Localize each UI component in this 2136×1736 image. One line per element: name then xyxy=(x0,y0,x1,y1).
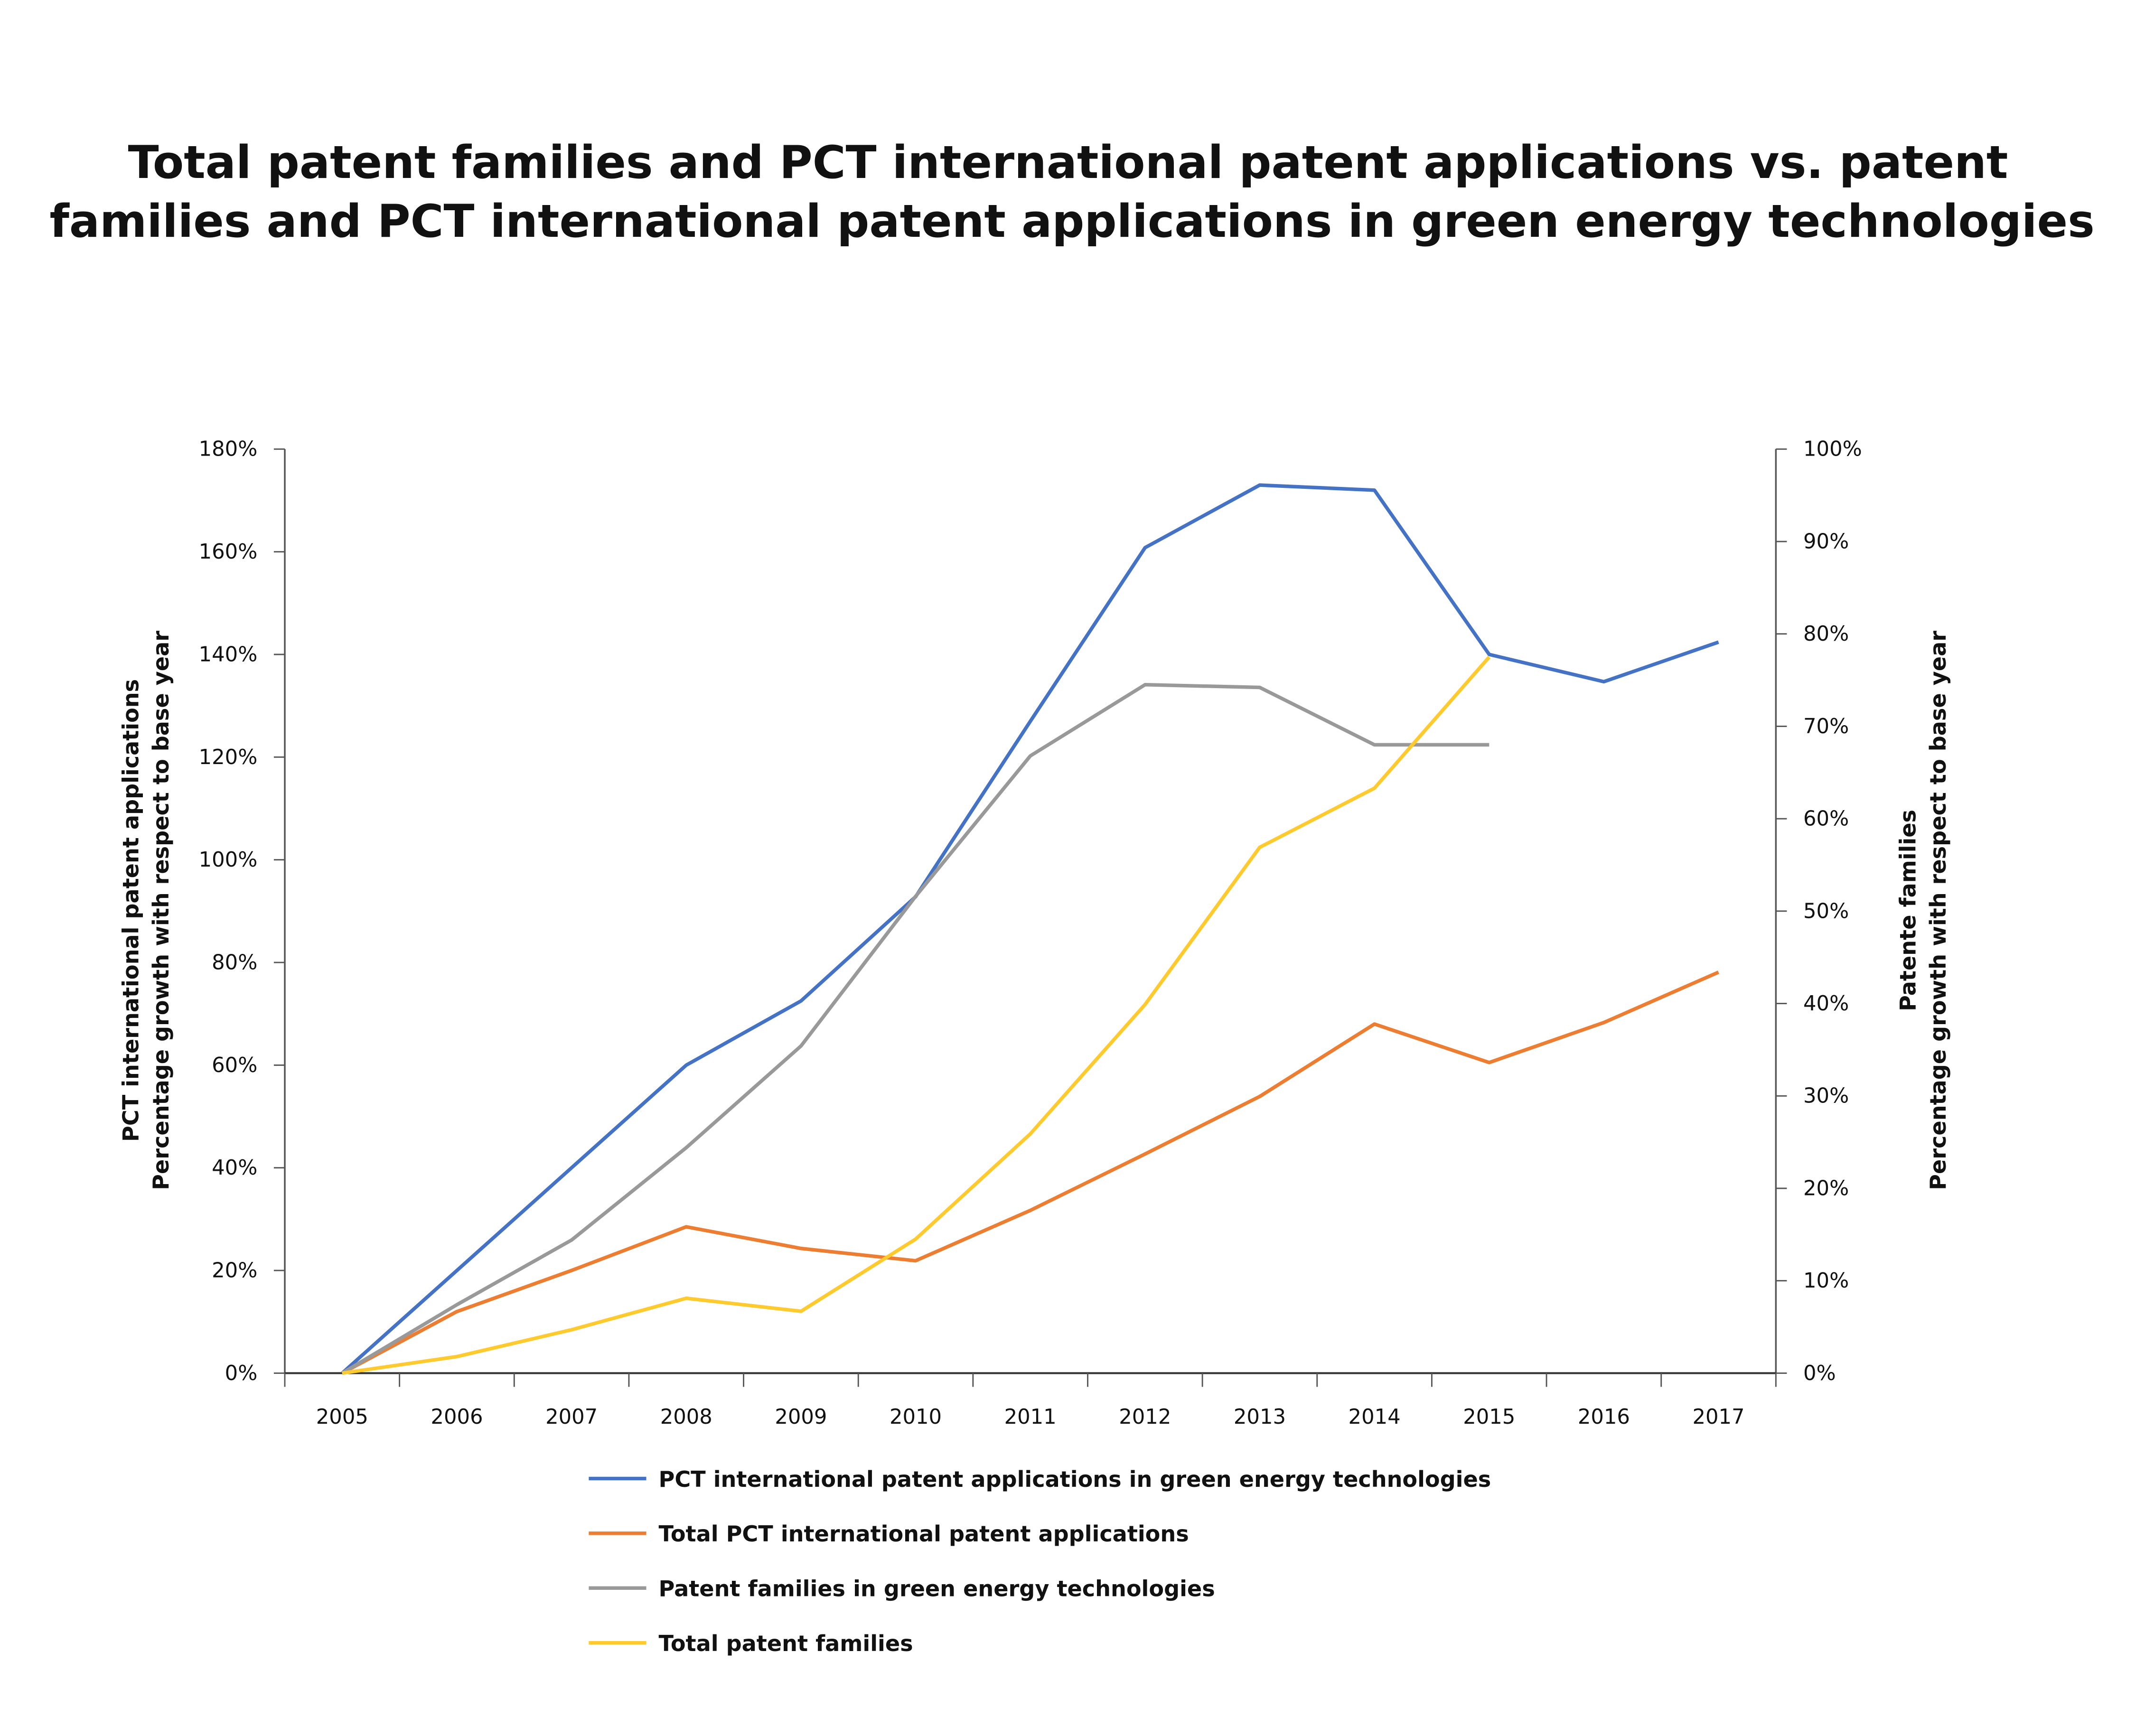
left-tick-label: 60% xyxy=(212,1054,257,1077)
right-axis-title: Patente families Percentage growth with … xyxy=(1895,631,1951,1190)
x-tick-label: 2014 xyxy=(1349,1405,1401,1429)
legend-label: Total PCT international patent applicati… xyxy=(659,1521,1189,1547)
right-tick-label: 70% xyxy=(1803,715,1849,738)
right-tick-label: 30% xyxy=(1803,1084,1849,1108)
x-tick-label: 2006 xyxy=(431,1405,483,1429)
right-tick-label: 90% xyxy=(1803,530,1849,553)
x-tick-label: 2010 xyxy=(890,1405,942,1429)
left-tick-label: 0% xyxy=(225,1362,258,1385)
left-tick-label: 120% xyxy=(199,746,258,769)
x-tick-label: 2008 xyxy=(660,1405,712,1429)
chart-title-line-1: Total patent families and PCT internatio… xyxy=(128,137,2008,189)
left-tick-label: 180% xyxy=(199,438,258,461)
right-tick-label: 60% xyxy=(1803,807,1849,831)
left-tick-label: 140% xyxy=(199,643,258,666)
right-axis-title-line-2: Percentage growth with respect to base y… xyxy=(1925,631,1951,1190)
series-line-2 xyxy=(341,971,1719,1375)
right-tick-label: 20% xyxy=(1803,1176,1849,1200)
right-axis-title-line-1: Patente families xyxy=(1895,810,1921,1011)
legend-label: Total patent families xyxy=(659,1631,913,1656)
right-tick-label: 80% xyxy=(1803,622,1849,646)
series-line-1 xyxy=(341,483,1719,1375)
legend-label: PCT international patent applications in… xyxy=(659,1466,1491,1492)
left-tick-label: 100% xyxy=(199,848,258,872)
x-tick-label: 2011 xyxy=(1004,1405,1057,1429)
left-tick-label: 20% xyxy=(212,1259,257,1283)
left-axis-title-line-2: Percentage growth with respect to base y… xyxy=(148,631,174,1190)
right-tick-label: 0% xyxy=(1803,1362,1836,1385)
series-line-4 xyxy=(342,656,1491,1375)
x-tick-label: 2015 xyxy=(1463,1405,1515,1429)
x-tick-label: 2013 xyxy=(1234,1405,1286,1429)
right-tick-label: 100% xyxy=(1803,438,1862,461)
left-axis-title-line-1: PCT international patent applications xyxy=(118,679,143,1142)
x-tick-label: 2009 xyxy=(775,1405,827,1429)
left-axis-title: PCT international patent applications Pe… xyxy=(118,631,173,1190)
left-tick-label: 160% xyxy=(199,540,258,564)
x-tick-label: 2005 xyxy=(316,1405,368,1429)
x-tick-label: 2017 xyxy=(1692,1405,1744,1429)
x-tick-label: 2007 xyxy=(545,1405,598,1429)
series-line-3 xyxy=(341,683,1490,1375)
chart-title-line-2: families and PCT international patent ap… xyxy=(50,196,2095,248)
x-tick-label: 2012 xyxy=(1119,1405,1171,1429)
right-tick-label: 10% xyxy=(1803,1269,1849,1293)
right-tick-label: 40% xyxy=(1803,992,1849,1016)
right-tick-label: 50% xyxy=(1803,899,1849,923)
left-tick-label: 80% xyxy=(212,951,257,974)
x-tick-label: 2016 xyxy=(1578,1405,1630,1429)
legend-label: Patent families in green energy technolo… xyxy=(659,1576,1215,1602)
left-tick-label: 40% xyxy=(212,1156,257,1180)
